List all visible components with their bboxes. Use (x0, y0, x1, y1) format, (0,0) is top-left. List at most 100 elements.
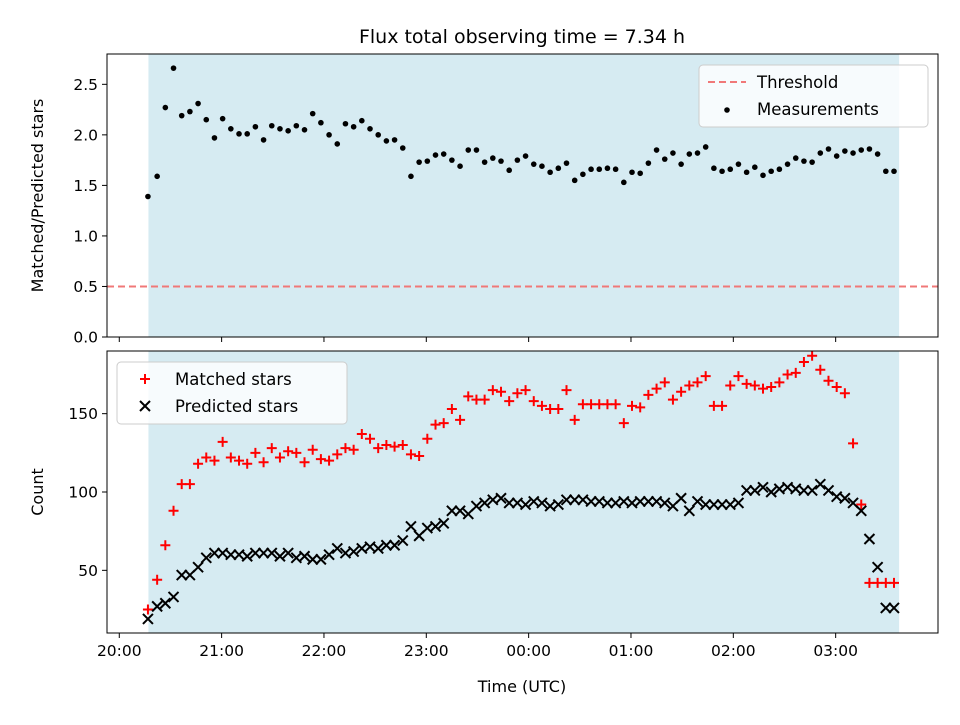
measurement-point (653, 147, 660, 153)
measurement-point (784, 161, 791, 167)
matched-star-point (610, 399, 621, 410)
predicted-star-point (397, 534, 409, 547)
measurement-point (432, 152, 439, 158)
legend-label: Matched stars (175, 370, 292, 389)
matched-star-point (676, 386, 687, 397)
measurement-point (711, 165, 717, 172)
measurement-point (350, 123, 357, 130)
matched-star-point (217, 436, 228, 447)
chart-title: Flux total observing time = 7.34 h (359, 26, 685, 48)
measurement-point (547, 169, 553, 176)
measurement-point (293, 122, 300, 129)
predicted-star-point (142, 613, 154, 625)
measurement-point (498, 158, 504, 164)
axes-frame (106, 53, 939, 338)
matched-star-point (757, 383, 768, 394)
series-matched-stars (142, 350, 899, 615)
measurement-point (301, 127, 308, 133)
measurement-point (514, 157, 521, 163)
measurement-point (342, 120, 349, 127)
measurement-point (457, 163, 463, 169)
predicted-star-point (405, 520, 417, 533)
measurement-point (178, 112, 185, 119)
matched-star-point (365, 433, 376, 444)
predicted-star-point (806, 484, 818, 497)
measurement-point (154, 173, 160, 180)
matched-star-point (324, 455, 335, 466)
measurement-point (391, 137, 398, 143)
matched-star-point (528, 396, 539, 407)
matched-star-point (667, 394, 678, 405)
y-axis-label: Count (28, 468, 47, 516)
predicted-star-point (323, 548, 335, 561)
predicted-star-point (225, 548, 237, 561)
predicted-star-point (642, 495, 655, 508)
matched-star-point (643, 389, 654, 400)
measurement-point (162, 104, 169, 111)
x-tick-label: 02:00 (711, 642, 756, 660)
matched-star-point (430, 419, 441, 430)
legend-box (698, 64, 929, 128)
measurement-point (768, 168, 774, 175)
measurement-point (449, 157, 455, 163)
measurement-point (228, 125, 234, 132)
measurement-point (629, 169, 635, 176)
predicted-star-point (176, 569, 188, 581)
predicted-star-point (495, 492, 507, 504)
measurement-point (375, 132, 382, 138)
measurement-point (408, 173, 414, 180)
ratio-panel: 0.0 0.5 1.0 1.5 2.0 2.5 Matched/Predicted star… (28, 53, 939, 347)
matched-star-point (553, 403, 564, 414)
measurement-point (883, 168, 889, 175)
predicted-star-point (519, 498, 532, 511)
measurement-point (187, 108, 193, 115)
predicted-star-point (380, 539, 393, 551)
predicted-star-point (585, 495, 597, 508)
predicted-star-point (503, 497, 515, 509)
matched-star-point (856, 499, 867, 510)
measurement-point (637, 170, 643, 177)
x-tick-label: 23:00 (404, 642, 449, 660)
matched-star-point (250, 447, 261, 458)
matched-star-point (446, 403, 457, 414)
measurement-point (309, 110, 316, 117)
predicted-star-point (822, 484, 835, 497)
legend: Threshold Measurements (698, 64, 929, 128)
predicted-star-point (716, 498, 728, 511)
matched-star-point (455, 414, 466, 425)
predicted-star-point (880, 602, 892, 614)
predicted-star-point (601, 497, 614, 509)
matched-star-point (512, 388, 523, 399)
matched-star-point (274, 452, 285, 463)
matched-star-point (520, 385, 531, 396)
predicted-star-point (536, 497, 548, 509)
matched-star-point (340, 443, 351, 454)
measurement-point (359, 117, 365, 124)
predicted-star-point (470, 500, 483, 512)
predicted-star-point (749, 484, 761, 497)
measurement-point (203, 116, 210, 123)
measurement-point (678, 161, 684, 167)
matched-star-point (373, 443, 384, 454)
predicted-star-point (192, 561, 204, 573)
measurement-point (481, 159, 488, 165)
predicted-star-point (765, 486, 777, 498)
matched-star-point (815, 364, 826, 375)
matched-star-point (684, 380, 695, 391)
predicted-star-point (888, 602, 900, 614)
measurement-point (383, 138, 390, 144)
measurement-point (211, 135, 218, 141)
matched-star-point (299, 457, 310, 468)
x-tick-label: 00:00 (506, 642, 551, 660)
predicted-star-point (478, 497, 491, 509)
legend-box (116, 361, 348, 425)
matched-star-point (766, 382, 777, 393)
measurement-point (555, 165, 562, 172)
measurement-point (219, 115, 226, 122)
y-tick-label: 2.5 (73, 76, 98, 94)
matched-star-point (831, 382, 842, 393)
matched-star-point (242, 458, 253, 469)
matched-star-point (283, 446, 294, 457)
